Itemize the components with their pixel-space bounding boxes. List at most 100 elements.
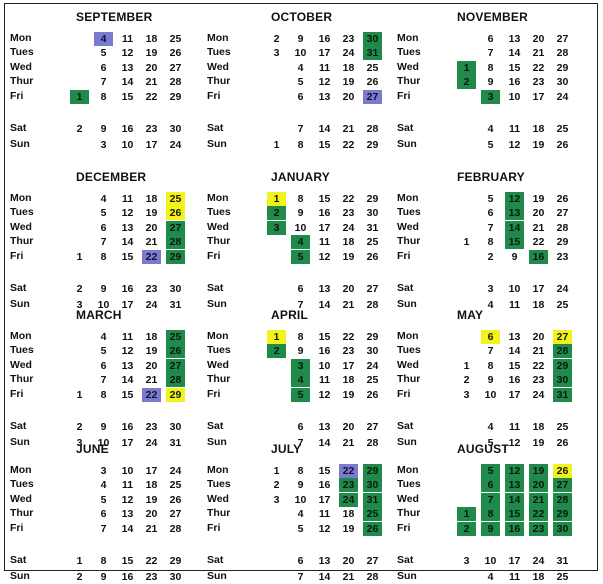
date-cell: 16 [121, 571, 134, 583]
date-cell: 11 [508, 571, 521, 583]
date-cell: 12 [508, 139, 521, 151]
date-cell: 24 [342, 222, 355, 234]
highlighted-date: 29 [553, 507, 572, 521]
date-cell: 7 [297, 437, 304, 449]
date-cell: 27 [556, 33, 569, 45]
date-cell: 8 [487, 236, 494, 248]
date-cell: 12 [121, 494, 134, 506]
date-cell: 30 [366, 207, 379, 219]
highlighted-date: 15 [505, 507, 524, 521]
highlighted-date: 27 [363, 90, 382, 104]
date-cell: 21 [145, 76, 158, 88]
date-cell: 1 [76, 251, 83, 263]
date-cell: 23 [532, 76, 545, 88]
highlighted-date: 14 [505, 493, 524, 507]
date-cell: 17 [121, 299, 134, 311]
date-cell: 20 [145, 360, 158, 372]
date-cell: 17 [318, 47, 331, 59]
date-cell: 31 [169, 299, 182, 311]
date-cell: 11 [508, 299, 521, 311]
date-cell: 17 [121, 437, 134, 449]
weekday-label: Tues [397, 46, 421, 58]
date-cell: 1 [463, 360, 470, 372]
date-cell: 26 [556, 139, 569, 151]
highlighted-date: 7 [481, 493, 500, 507]
date-cell: 10 [484, 389, 497, 401]
date-cell: 9 [487, 374, 494, 386]
date-cell: 21 [145, 374, 158, 386]
highlighted-date: 22 [142, 388, 161, 402]
date-cell: 13 [121, 222, 134, 234]
date-cell: 24 [556, 91, 569, 103]
weekday-label: Sun [207, 138, 227, 150]
highlighted-date: 14 [505, 221, 524, 235]
date-cell: 16 [121, 123, 134, 135]
date-cell: 29 [556, 236, 569, 248]
weekday-label: Wed [397, 493, 419, 505]
month-title: JUNE [76, 442, 109, 456]
date-cell: 10 [318, 360, 331, 372]
date-cell: 24 [532, 389, 545, 401]
date-cell: 30 [366, 345, 379, 357]
date-cell: 11 [318, 62, 331, 74]
date-cell: 2 [273, 33, 280, 45]
date-cell: 9 [297, 479, 304, 491]
date-cell: 9 [297, 33, 304, 45]
date-cell: 30 [169, 571, 182, 583]
date-cell: 21 [145, 523, 158, 535]
weekday-label: Fri [207, 388, 221, 400]
highlighted-date: 6 [481, 330, 500, 344]
weekday-label: Fri [397, 388, 411, 400]
date-cell: 13 [121, 360, 134, 372]
weekday-label: Sat [397, 282, 414, 294]
date-cell: 6 [297, 555, 304, 567]
date-cell: 4 [487, 123, 494, 135]
date-cell: 11 [121, 33, 134, 45]
highlighted-date: 27 [166, 221, 185, 235]
weekday-label: Sun [397, 570, 417, 582]
date-cell: 5 [297, 523, 304, 535]
highlighted-date: 1 [267, 192, 286, 206]
date-cell: 26 [169, 47, 182, 59]
date-cell: 6 [297, 283, 304, 295]
highlighted-date: 29 [166, 388, 185, 402]
date-cell: 16 [508, 76, 521, 88]
date-cell: 24 [169, 465, 182, 477]
weekday-label: Wed [397, 221, 419, 233]
weekday-label: Sat [10, 554, 27, 566]
date-cell: 14 [121, 236, 134, 248]
month-title: AUGUST [457, 442, 509, 456]
date-cell: 18 [532, 299, 545, 311]
weekday-label: Mon [10, 464, 32, 476]
date-cell: 12 [121, 207, 134, 219]
weekday-label: Mon [397, 330, 419, 342]
month-title: JULY [271, 442, 302, 456]
highlighted-date: 23 [529, 522, 548, 536]
date-cell: 8 [100, 91, 107, 103]
date-cell: 11 [121, 193, 134, 205]
highlighted-date: 4 [291, 373, 310, 387]
date-cell: 14 [508, 47, 521, 59]
date-cell: 6 [100, 508, 107, 520]
date-cell: 23 [145, 283, 158, 295]
date-cell: 2 [463, 374, 470, 386]
weekday-label: Sun [10, 436, 30, 448]
date-cell: 10 [97, 437, 110, 449]
highlighted-date: 27 [553, 330, 572, 344]
date-cell: 18 [145, 193, 158, 205]
date-cell: 13 [508, 331, 521, 343]
date-cell: 17 [318, 222, 331, 234]
date-cell: 16 [121, 283, 134, 295]
date-cell: 23 [532, 374, 545, 386]
date-cell: 26 [556, 437, 569, 449]
date-cell: 4 [100, 331, 107, 343]
date-cell: 23 [145, 421, 158, 433]
date-cell: 21 [532, 47, 545, 59]
date-cell: 17 [145, 139, 158, 151]
date-cell: 26 [366, 389, 379, 401]
date-cell: 28 [366, 123, 379, 135]
weekday-label: Thur [10, 235, 34, 247]
date-cell: 28 [556, 47, 569, 59]
weekday-label: Sun [207, 436, 227, 448]
date-cell: 2 [76, 283, 83, 295]
